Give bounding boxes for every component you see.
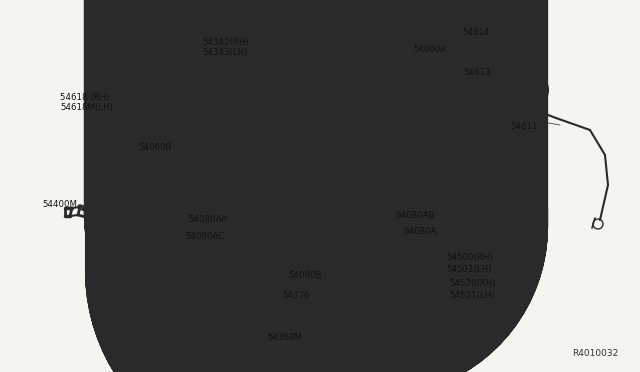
Text: 54521(LH): 54521(LH) — [449, 291, 494, 300]
Text: 54368M: 54368M — [267, 333, 302, 342]
Text: 54611: 54611 — [510, 122, 538, 131]
Text: 54080AII: 54080AII — [188, 215, 227, 224]
Circle shape — [358, 96, 365, 103]
Circle shape — [273, 276, 278, 280]
Circle shape — [273, 285, 278, 291]
Text: 54400M: 54400M — [42, 200, 77, 209]
Text: 54613: 54613 — [463, 68, 490, 77]
Circle shape — [355, 58, 362, 65]
Text: 54614: 54614 — [462, 28, 490, 37]
Text: 54500(RH): 54500(RH) — [446, 253, 493, 262]
Text: 54060B: 54060B — [138, 143, 172, 152]
Circle shape — [266, 285, 271, 291]
Text: 54080B: 54080B — [288, 271, 321, 280]
Text: 54342(RH): 54342(RH) — [202, 38, 248, 47]
Text: 54618M(LH): 54618M(LH) — [60, 103, 113, 112]
Text: 54618 (RH): 54618 (RH) — [60, 93, 109, 102]
Circle shape — [466, 66, 474, 74]
Circle shape — [266, 276, 271, 280]
Text: 54501(LH): 54501(LH) — [446, 265, 492, 274]
Circle shape — [218, 293, 222, 297]
Text: 54080A: 54080A — [403, 227, 436, 236]
Text: 54080AC: 54080AC — [185, 232, 224, 241]
Text: 54343(LH): 54343(LH) — [202, 48, 248, 57]
Circle shape — [286, 34, 294, 42]
Text: 54080AB: 54080AB — [395, 211, 435, 220]
Circle shape — [476, 38, 484, 46]
Text: 54520(RH): 54520(RH) — [449, 279, 495, 288]
Text: R4010032: R4010032 — [572, 349, 618, 358]
Text: 54060A: 54060A — [413, 45, 446, 54]
Text: 54376: 54376 — [282, 291, 310, 300]
Circle shape — [519, 269, 525, 275]
